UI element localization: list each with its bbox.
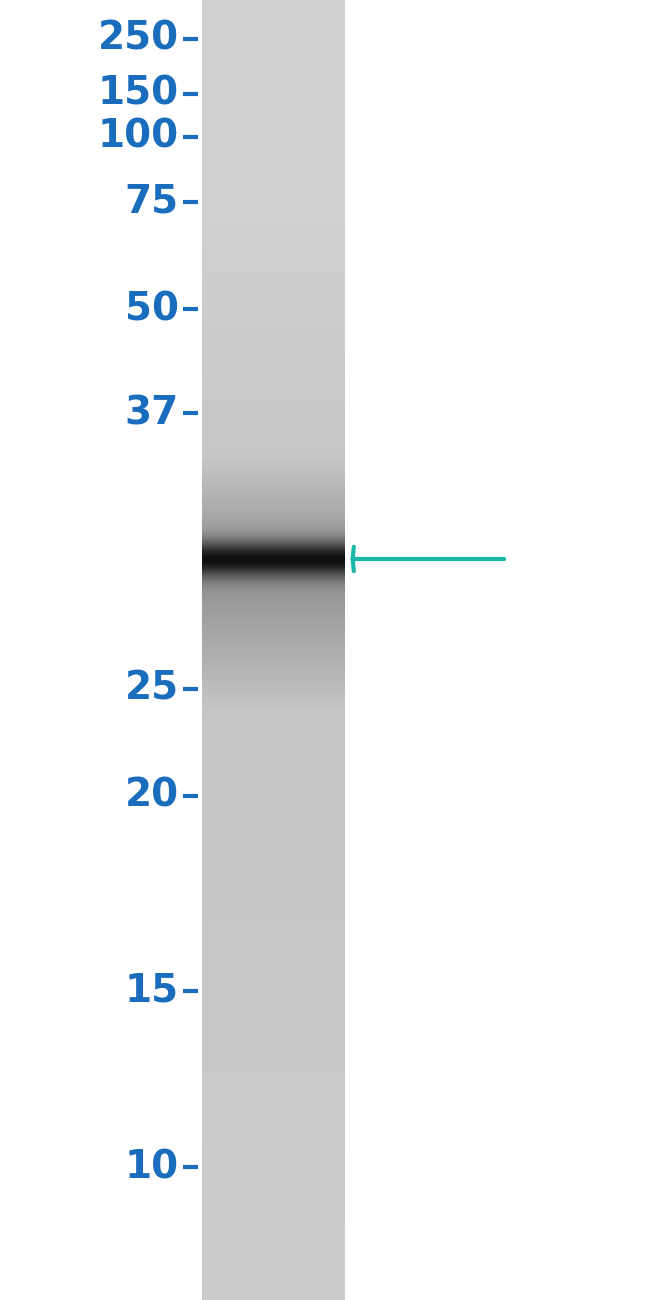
Text: 20: 20 <box>125 776 179 815</box>
Text: 75: 75 <box>125 182 179 221</box>
Text: 100: 100 <box>98 117 179 156</box>
Text: 25: 25 <box>125 670 179 708</box>
Text: 150: 150 <box>98 74 179 113</box>
Text: 10: 10 <box>125 1148 179 1187</box>
Text: 250: 250 <box>98 20 179 58</box>
Text: 37: 37 <box>125 394 179 433</box>
Text: 15: 15 <box>125 971 179 1010</box>
Text: 50: 50 <box>125 290 179 329</box>
